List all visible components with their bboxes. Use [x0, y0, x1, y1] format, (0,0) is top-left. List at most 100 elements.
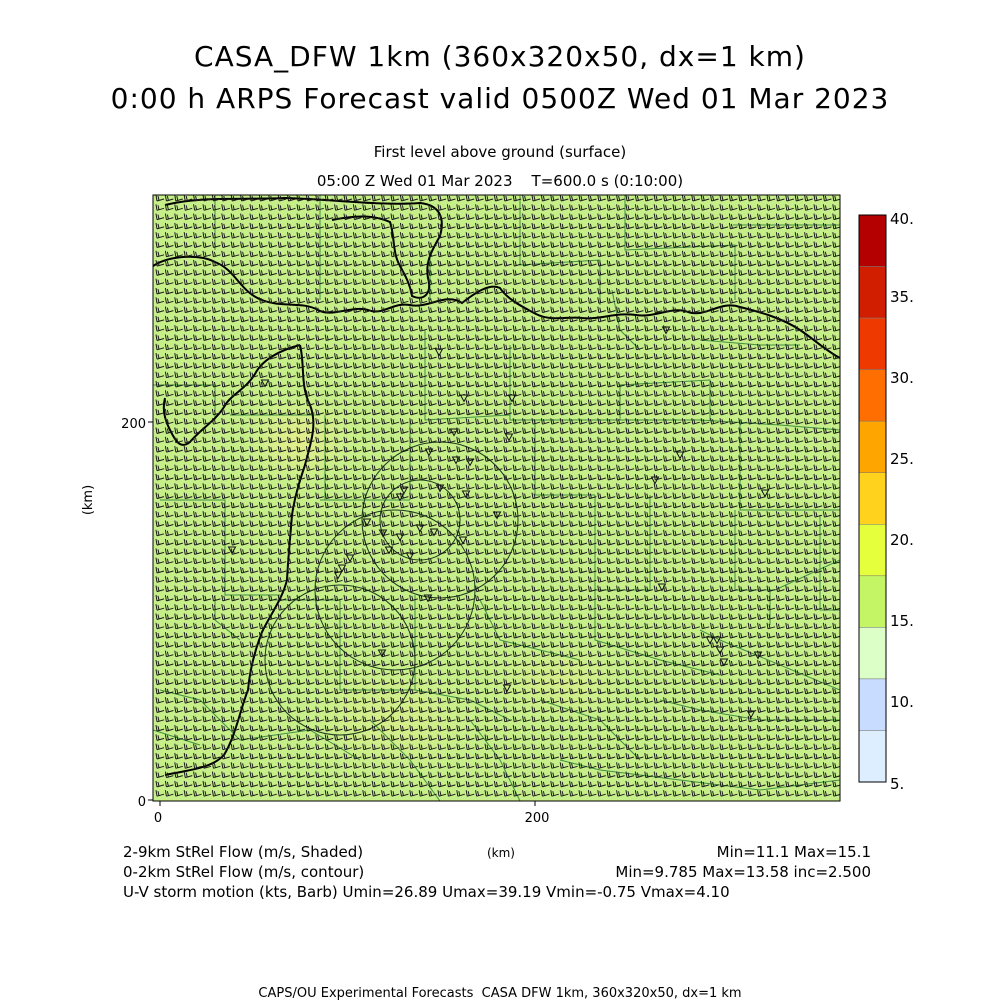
wind-barb: [616, 325, 625, 332]
wind-barb: [804, 222, 813, 230]
wind-barb: [728, 343, 738, 351]
wind-barb: [343, 213, 353, 221]
wind-barb: [211, 306, 221, 314]
wind-barb: [221, 334, 230, 341]
wind-barb: [757, 204, 766, 211]
wind-barb: [240, 195, 249, 202]
wind-barb: [446, 232, 456, 239]
wind-barb: [775, 297, 785, 304]
wind-barb: [399, 222, 409, 230]
wind-barb: [550, 315, 559, 323]
wind-barb: [531, 250, 541, 258]
wind-barb: [540, 315, 550, 323]
wind-barb: [258, 315, 268, 323]
wind-barb: [475, 306, 484, 314]
wind-barb: [644, 260, 653, 267]
wind-barb: [287, 241, 296, 248]
wind-barb: [757, 260, 766, 267]
wind-barb: [550, 204, 559, 211]
wind-barb: [446, 315, 456, 323]
wind-barb: [277, 315, 287, 323]
wind-barb: [681, 213, 691, 221]
wind-barb: [418, 241, 428, 248]
wind-barb: [183, 297, 193, 304]
wind-barb: [569, 213, 578, 221]
wind-barb: [437, 260, 447, 267]
wind-barb: [381, 195, 390, 202]
wind-barb: [390, 250, 400, 258]
wind-barb: [653, 297, 663, 304]
wind-barb: [211, 297, 221, 304]
wind-barb: [569, 222, 578, 230]
wind-barb: [277, 241, 287, 248]
wind-barbs: [155, 195, 840, 797]
wind-barb: [550, 297, 559, 304]
wind-barb: [287, 287, 296, 295]
wind-barb: [813, 269, 823, 276]
wind-barb: [587, 222, 597, 230]
wind-barb: [512, 315, 522, 323]
wind-barb: [757, 315, 766, 323]
wind-barb: [409, 343, 418, 351]
wind-barb: [230, 315, 240, 323]
wind-barb: [672, 222, 682, 230]
wind-barb: [258, 269, 268, 276]
wind-barb: [164, 306, 174, 314]
wind-barb: [437, 297, 447, 304]
wind-barb: [804, 204, 813, 211]
wind-barb: [672, 204, 682, 211]
wind-barb: [747, 250, 757, 258]
wind-barb: [296, 306, 306, 314]
wind-barb: [625, 325, 635, 332]
wind-barb: [249, 222, 259, 230]
wind-barb: [569, 232, 578, 239]
wind-barb: [324, 222, 334, 230]
wind-barb: [616, 241, 625, 248]
wind-barb: [644, 241, 653, 248]
wind-barb: [475, 343, 484, 351]
wind-barb: [437, 204, 447, 211]
wind-barb: [174, 195, 183, 202]
wind-barb: [446, 334, 456, 341]
wind-barb: [315, 287, 324, 295]
wind-barb: [587, 315, 597, 323]
wind-barb: [446, 297, 456, 304]
legend-contour-range: Min=9.785 Max=13.58 inc=2.500: [615, 863, 871, 881]
wind-barb: [681, 334, 691, 341]
wind-barb: [155, 278, 165, 286]
wind-barb: [390, 315, 400, 323]
wind-barb: [663, 287, 672, 295]
wind-barb: [193, 195, 202, 202]
wind-barb: [785, 306, 794, 314]
wind-barb: [399, 204, 409, 211]
wind-barb: [305, 241, 315, 248]
wind-barb: [174, 325, 183, 332]
wind-barb: [813, 241, 823, 248]
wind-barb: [625, 204, 635, 211]
wind-barb: [277, 306, 287, 314]
wind-barb: [503, 222, 512, 230]
wind-barb: [794, 213, 804, 221]
wind-barb: [371, 325, 381, 332]
wind-barb: [559, 306, 569, 314]
wind-barb: [559, 269, 569, 276]
wind-barb: [381, 250, 390, 258]
wind-barb: [531, 306, 541, 314]
wind-barb: [371, 334, 381, 341]
wind-barb: [437, 325, 447, 332]
wind-barb: [484, 260, 494, 267]
wind-barb: [324, 269, 334, 276]
wind-barb: [785, 213, 794, 221]
wind-barb: [193, 269, 202, 276]
wind-barb: [164, 222, 174, 230]
wind-barb: [475, 315, 484, 323]
wind-barb: [334, 315, 343, 323]
wind-barb: [437, 334, 447, 341]
wind-barb: [390, 222, 400, 230]
wind-barb: [606, 269, 616, 276]
wind-barb: [456, 260, 465, 267]
wind-barb: [296, 269, 306, 276]
wind-barb: [183, 195, 193, 202]
wind-barb: [287, 278, 296, 286]
wind-barb: [775, 306, 785, 314]
